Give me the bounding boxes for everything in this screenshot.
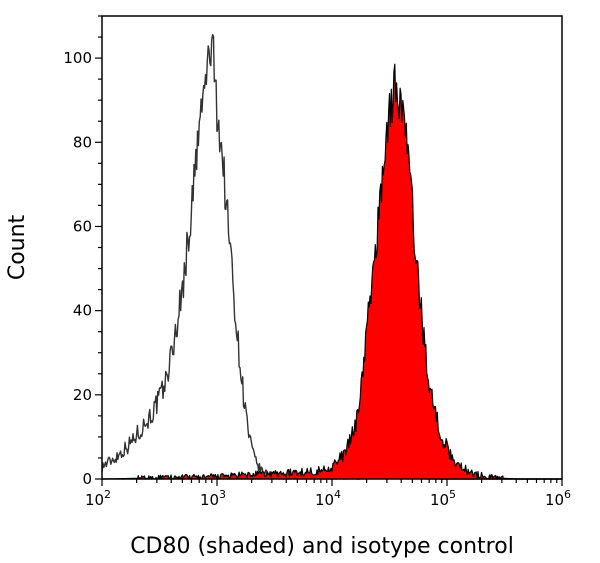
x-tick-exponent: 6 <box>564 488 571 501</box>
y-tick-label: 60 <box>73 217 92 235</box>
x-tick-base: 10 <box>200 491 219 509</box>
x-axis: 102 103 104 105 106 <box>85 479 571 509</box>
y-tick-label: 0 <box>82 470 92 488</box>
x-tick-exponent: 5 <box>449 488 456 501</box>
x-tick-exponent: 2 <box>104 488 111 501</box>
x-tick-exponent: 3 <box>219 488 226 501</box>
y-tick-label: 40 <box>73 302 92 320</box>
isotype-control-line <box>101 33 562 480</box>
x-tick-label: 103 <box>200 488 226 509</box>
y-axis-title: Count <box>5 214 30 280</box>
y-tick-label: 20 <box>73 386 92 404</box>
x-axis-title: CD80 (shaded) and isotype control <box>130 534 514 559</box>
y-axis: 0 20 40 60 80 100 <box>63 15 102 488</box>
x-tick-label: 105 <box>430 488 456 509</box>
x-tick-label: 106 <box>545 488 571 509</box>
series-layer <box>101 33 562 480</box>
y-tick-label: 80 <box>73 133 92 151</box>
x-tick-base: 10 <box>545 491 564 509</box>
x-tick-exponent: 4 <box>334 488 341 501</box>
x-tick-label: 104 <box>315 488 341 509</box>
x-tick-label: 102 <box>85 488 111 509</box>
cd80-outline <box>102 63 562 480</box>
plot-frame <box>101 15 563 480</box>
x-tick-base: 10 <box>315 491 334 509</box>
y-tick-label: 100 <box>63 49 92 67</box>
cd80-fill-area <box>102 64 562 479</box>
x-tick-base: 10 <box>430 491 449 509</box>
x-tick-base: 10 <box>85 491 104 509</box>
